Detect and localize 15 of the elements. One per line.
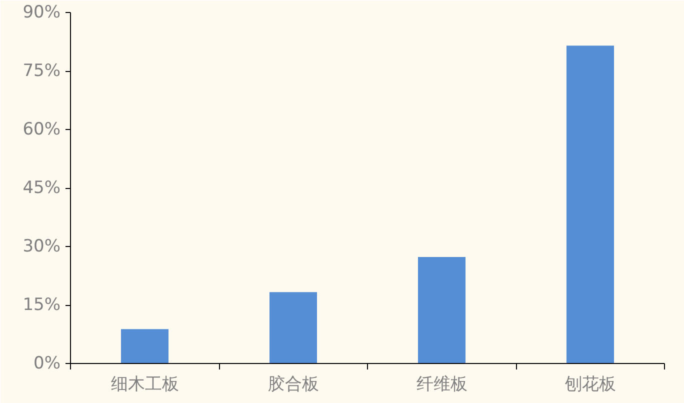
y-tick-label: 0% — [34, 354, 61, 374]
y-tick-label: 75% — [22, 61, 61, 81]
bar — [566, 46, 614, 364]
bar — [120, 329, 169, 364]
x-tick-label: 细木工板 — [110, 374, 179, 394]
x-tick-label: 刨花板 — [564, 374, 616, 394]
y-tick-label: 60% — [22, 120, 61, 140]
y-tick-label: 45% — [22, 178, 61, 198]
bar — [418, 257, 466, 364]
bar — [269, 292, 318, 364]
x-tick-label: 纤维板 — [416, 374, 468, 394]
y-tick-label: 15% — [22, 295, 61, 315]
y-tick-label: 30% — [22, 236, 61, 256]
y-tick-label: 90% — [22, 2, 61, 22]
x-tick-label: 胶合板 — [268, 374, 319, 394]
